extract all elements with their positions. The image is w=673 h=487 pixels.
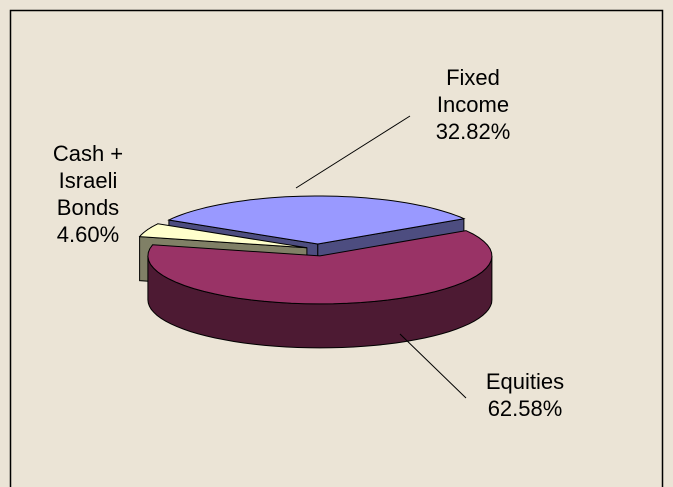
data-label: Cash + Israeli Bonds 4.60% — [38, 140, 138, 248]
category-label: Cash + Israeli Bonds — [52, 141, 124, 220]
data-label: Fixed Income 32.82% — [418, 64, 528, 145]
value-label: 62.58% — [487, 396, 563, 421]
slice — [138, 223, 307, 249]
slice — [147, 230, 493, 305]
category-label: Equities — [485, 369, 565, 394]
leader-line — [295, 115, 411, 189]
value-label: 4.60% — [56, 222, 120, 247]
data-label: Equities 62.58% — [460, 368, 590, 422]
leader-line — [399, 333, 467, 399]
slice — [167, 195, 466, 245]
value-label: 32.82% — [435, 119, 511, 144]
category-label: Fixed Income — [436, 65, 510, 117]
